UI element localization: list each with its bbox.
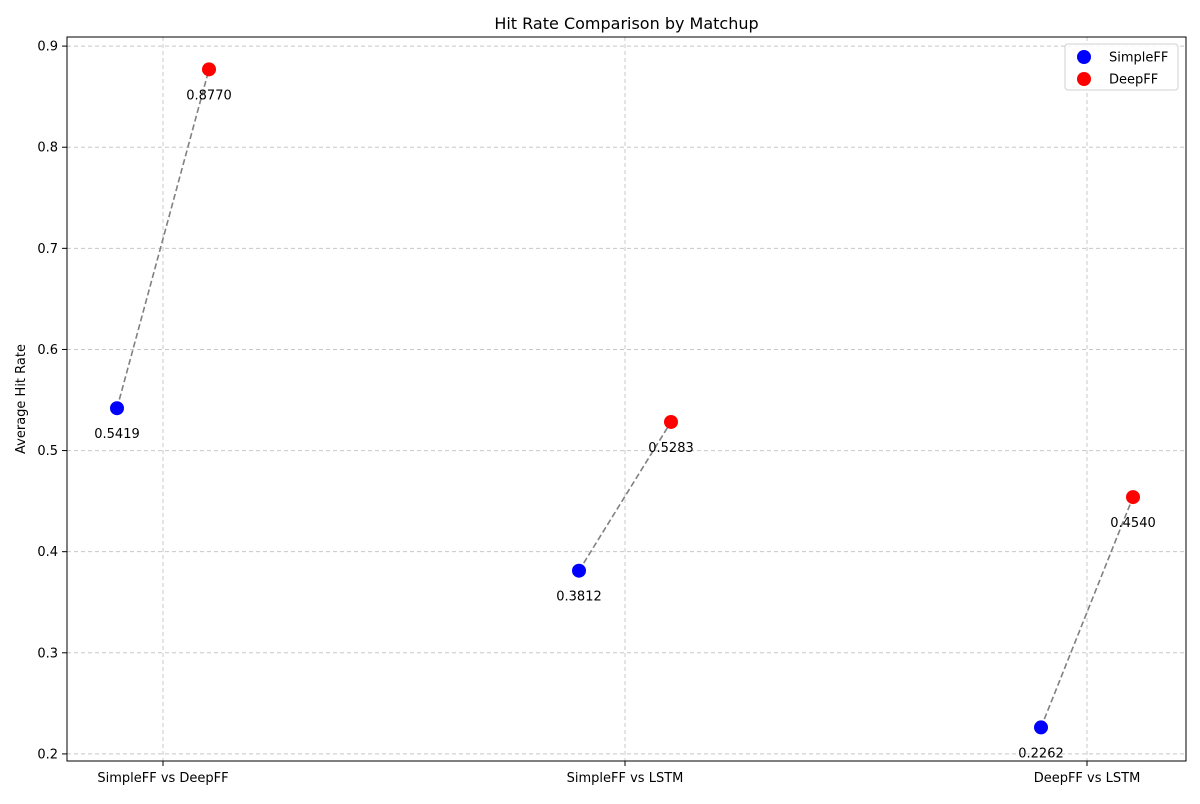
data-point-simpleff: [110, 401, 124, 416]
data-point-simpleff: [572, 563, 586, 578]
data-label: 0.5283: [648, 441, 694, 456]
y-tick-label: 0.9: [37, 40, 58, 55]
grid-layer: [67, 37, 1186, 761]
data-point-deepff: [1126, 490, 1140, 505]
point-layer: [110, 62, 1140, 735]
connector-line: [1040, 496, 1134, 728]
data-point-simpleff: [1034, 720, 1048, 735]
data-label-layer: 0.5419 0.3812 0.2262 0.8770 0.5283 0.4540: [94, 88, 1156, 761]
data-label: 0.8770: [186, 88, 232, 103]
chart-title: Hit Rate Comparison by Matchup: [494, 14, 758, 33]
y-tick-label: 0.2: [37, 747, 58, 762]
legend-marker-deepff: [1077, 72, 1091, 86]
y-tick-label: 0.6: [37, 343, 58, 358]
data-point-deepff: [664, 414, 678, 429]
legend-marker-simpleff: [1077, 50, 1091, 64]
y-tick-label: 0.5: [37, 444, 58, 459]
connector-layer: [116, 69, 1134, 728]
plot-frame: [66, 36, 1187, 762]
y-axis-label: Average Hit Rate: [14, 344, 29, 454]
tick-layer: 0.2 0.3 0.4 0.5 0.6 0.7 0.8 0.9 SimpleFF vs Deep…: [37, 40, 1140, 786]
connector-line: [578, 421, 672, 572]
legend-box: [1064, 43, 1179, 91]
y-tick-label: 0.4: [37, 545, 58, 560]
data-label: 0.2262: [1018, 746, 1064, 761]
data-label: 0.4540: [1110, 516, 1156, 531]
x-tick-label: SimpleFF vs LSTM: [567, 771, 684, 786]
connector-line: [116, 69, 210, 409]
data-label: 0.3812: [556, 590, 602, 605]
data-point-deepff: [202, 62, 216, 77]
y-tick-label: 0.7: [37, 242, 58, 257]
legend: SimpleFF DeepFF: [1064, 43, 1179, 91]
y-tick-label: 0.8: [37, 141, 58, 156]
x-tick-label: DeepFF vs LSTM: [1034, 771, 1141, 786]
data-label: 0.5419: [94, 427, 140, 442]
legend-label-simpleff: SimpleFF: [1109, 51, 1168, 66]
y-tick-label: 0.3: [37, 646, 58, 661]
x-tick-label: SimpleFF vs DeepFF: [97, 771, 228, 786]
legend-label-deepff: DeepFF: [1109, 73, 1158, 88]
